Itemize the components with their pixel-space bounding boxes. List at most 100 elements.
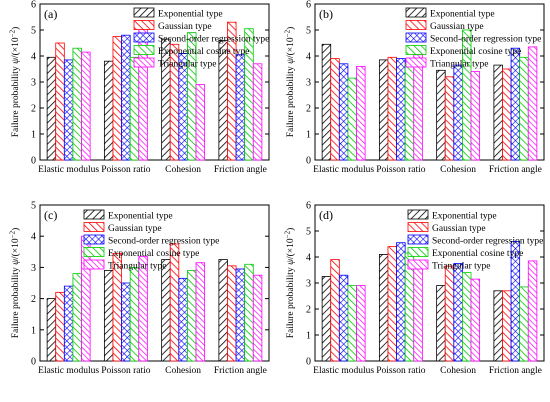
bar-second-order-3 (235, 268, 246, 362)
bar-triangular-0 (356, 66, 366, 161)
legend-swatch-exponential (405, 7, 427, 18)
y-tick-label: 1 (306, 130, 311, 141)
legend-swatch-second-order (407, 234, 429, 245)
x-tick-label: Elastic modulus (313, 165, 374, 175)
bar-triangular-2 (195, 262, 206, 362)
bar-second-order-2 (453, 263, 463, 362)
legend-swatch-exp-cosine (407, 247, 429, 257)
legend-swatch-second-order (83, 234, 105, 245)
y-axis-label: Failure probability ψ/(×10−2) (284, 228, 297, 339)
bar-exponential-0 (321, 43, 332, 161)
legend-label-second-order: Second-order regression type (430, 35, 541, 45)
bar-second-order-3 (510, 47, 521, 161)
x-tick-label: Friction angle (489, 366, 542, 376)
y-tick-label: 3 (31, 263, 36, 274)
bar-gaussian-3 (502, 290, 512, 362)
y-tick-label: 5 (31, 26, 36, 37)
chart-panel-d: Elastic modulus Poisson ratio Cohesion Fric… (284, 201, 545, 376)
legend: Exponential type Gaussian type Second-orde… (405, 7, 541, 70)
legend-swatch-exp-cosine (133, 45, 155, 55)
bar-exponential-3 (218, 40, 228, 161)
y-tick-label: 4 (306, 253, 311, 264)
legend-swatch-exp-cosine (83, 247, 105, 257)
y-tick-label: 5 (31, 201, 36, 212)
bar-exp-cosine-1 (404, 63, 415, 161)
x-tick-label: Cohesion (165, 366, 201, 376)
x-tick-label: Cohesion (440, 165, 476, 175)
legend-label-exponential: Exponential type (158, 10, 223, 20)
panel-label: (d) (319, 208, 333, 222)
chart-panel-c: Elastic modulus Poisson ratio Cohesion Fric… (9, 201, 270, 376)
legend-label-gaussian: Gaussian type (158, 22, 212, 32)
y-tick-label: 1 (31, 130, 36, 141)
legend-label-gaussian: Gaussian type (108, 224, 162, 234)
bar-exp-cosine-2 (462, 272, 472, 362)
y-axis-label: Failure probability ψ/(×10−2) (284, 27, 297, 138)
bar-gaussian-2 (444, 76, 455, 161)
y-axis-label: Failure probability ψ/(×10−2) (9, 228, 22, 339)
bar-exp-cosine-3 (519, 286, 529, 362)
bar-exponential-1 (103, 60, 114, 161)
legend-label-exp-cosine: Exponential cosine type (158, 47, 249, 57)
legend-label-triangular: Triangular type (430, 60, 489, 70)
bar-exponential-2 (436, 285, 446, 362)
legend-swatch-gaussian (405, 20, 427, 30)
bar-second-order-1 (121, 34, 131, 161)
bar-triangular-2 (195, 84, 206, 161)
bar-exp-cosine-0 (347, 77, 357, 161)
bar-second-order-0 (338, 274, 349, 362)
y-tick-label: 0 (306, 156, 311, 167)
y-tick-label: 2 (31, 294, 36, 305)
x-tick-label: Poisson ratio (101, 165, 151, 175)
x-tick-label: Elastic modulus (313, 366, 374, 376)
chart-panel-a: Elastic modulus Poisson ratio Cohesion Fric… (9, 0, 270, 175)
bar-gaussian-2 (444, 265, 455, 362)
bar-exp-cosine-1 (129, 56, 140, 161)
bar-second-order-0 (338, 63, 349, 161)
x-tick-label: Friction angle (214, 165, 267, 175)
x-tick-label: Elastic modulus (38, 165, 99, 175)
bar-exp-cosine-3 (519, 56, 529, 161)
bar-exp-cosine-0 (72, 47, 82, 161)
bar-gaussian-0 (330, 58, 340, 161)
legend: Exponential type Gaussian type Second-orde… (133, 7, 269, 70)
bar-triangular-1 (138, 256, 148, 362)
bar-exp-cosine-2 (187, 270, 197, 362)
legend-swatch-exponential (407, 209, 429, 220)
bar-triangular-1 (138, 24, 148, 161)
y-tick-label: 6 (31, 0, 36, 11)
y-tick-label: 2 (306, 104, 311, 115)
y-tick-label: 0 (306, 357, 311, 368)
bar-exponential-1 (378, 59, 389, 161)
bar-second-order-3 (235, 54, 246, 161)
bar-triangular-1 (413, 261, 423, 362)
bar-gaussian-2 (169, 243, 180, 362)
y-tick-label: 6 (306, 0, 311, 11)
bar-gaussian-3 (227, 265, 237, 362)
bar-exponential-0 (46, 56, 57, 161)
legend-swatch-gaussian (133, 20, 155, 30)
bar-exponential-0 (46, 298, 57, 362)
y-tick-label: 1 (306, 331, 311, 342)
y-tick-label: 4 (306, 52, 311, 63)
legend-swatch-exp-cosine (405, 45, 427, 55)
legend-swatch-triangular (133, 57, 155, 68)
bar-triangular-2 (470, 278, 481, 362)
y-tick-label: 0 (31, 357, 36, 368)
legend-swatch-gaussian (83, 222, 105, 232)
bar-second-order-3 (510, 240, 521, 362)
bar-gaussian-0 (55, 291, 65, 362)
bar-exponential-3 (493, 64, 503, 161)
legend-label-exponential: Exponential type (108, 212, 173, 222)
y-tick-label: 2 (306, 305, 311, 316)
legend-swatch-exponential (133, 7, 155, 18)
y-tick-label: 3 (306, 78, 311, 89)
bar-second-order-1 (121, 282, 131, 362)
x-tick-label: Cohesion (440, 366, 476, 376)
legend-label-second-order: Second-order regression type (432, 237, 543, 247)
bar-gaussian-0 (330, 259, 340, 362)
bar-gaussian-0 (55, 42, 65, 161)
bar-second-order-1 (396, 58, 406, 161)
bar-exponential-1 (103, 270, 114, 362)
